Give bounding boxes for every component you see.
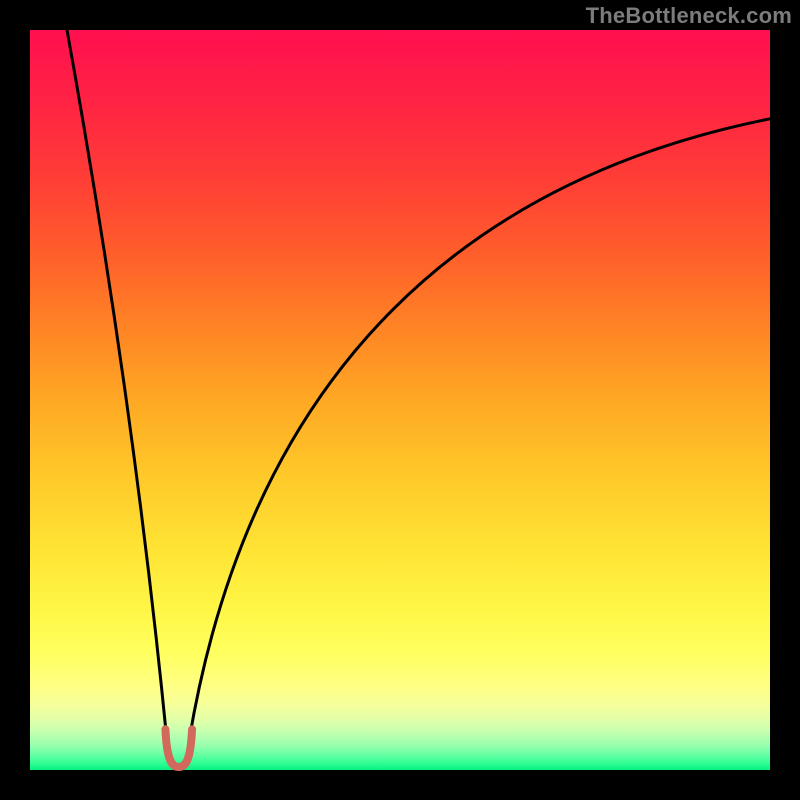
- watermark-text: TheBottleneck.com: [586, 3, 792, 29]
- bottleneck-chart: [0, 0, 800, 800]
- plot-background: [30, 30, 770, 770]
- chart-container: TheBottleneck.com: [0, 0, 800, 800]
